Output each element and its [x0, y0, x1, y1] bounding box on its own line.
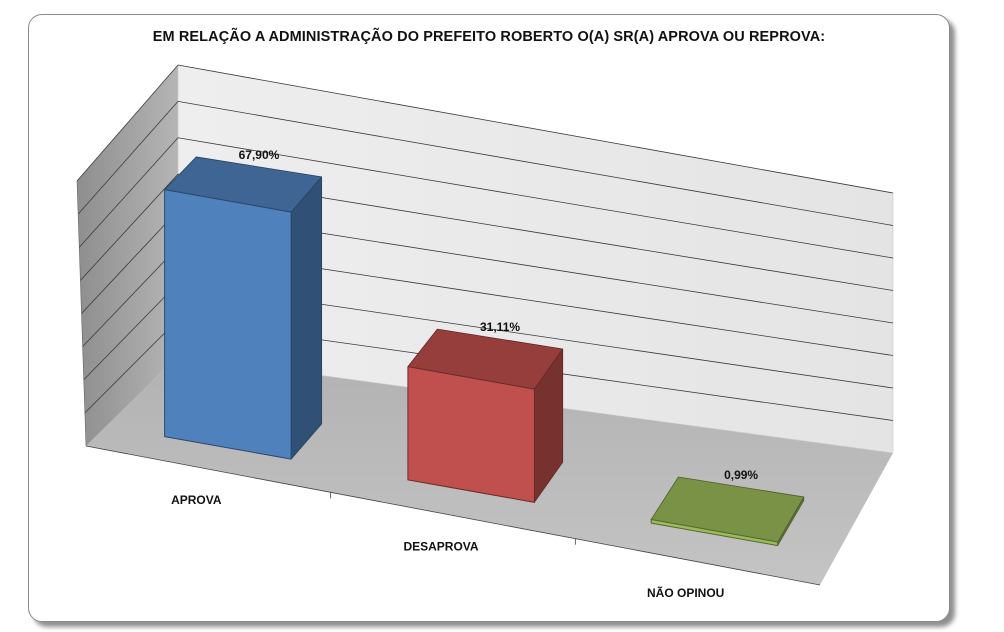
gridline-back — [177, 100, 894, 226]
category-label: APROVA — [171, 493, 222, 507]
data-label: 31,11% — [480, 320, 520, 334]
y-axis-line — [76, 180, 87, 447]
gridline-side — [80, 173, 179, 281]
chart-title: EM RELAÇÃO A ADMINISTRAÇÃO DO PREFEITO R… — [152, 29, 826, 45]
gridline-side — [78, 137, 179, 248]
gridline-back — [177, 64, 894, 194]
gridline-side — [82, 246, 179, 347]
data-label: 67,90% — [239, 148, 280, 162]
bar-n-o-opinou — [650, 518, 779, 547]
gridline-side — [83, 282, 179, 381]
category-label: NÃO OPINOU — [647, 585, 724, 600]
gridline-side — [84, 319, 179, 414]
gridline-side — [76, 64, 179, 182]
bar-desaprova — [407, 366, 535, 503]
chart-side-wall — [77, 65, 178, 446]
category-label: DESAPROVA — [403, 540, 478, 554]
gridline-side — [77, 101, 179, 215]
bar-aprova — [164, 189, 292, 460]
gridline-side — [81, 210, 179, 314]
bar-aprova-side — [290, 176, 323, 460]
data-label: 0,99% — [724, 468, 758, 482]
gridline-back — [177, 137, 894, 259]
x-axis-line — [85, 445, 821, 586]
